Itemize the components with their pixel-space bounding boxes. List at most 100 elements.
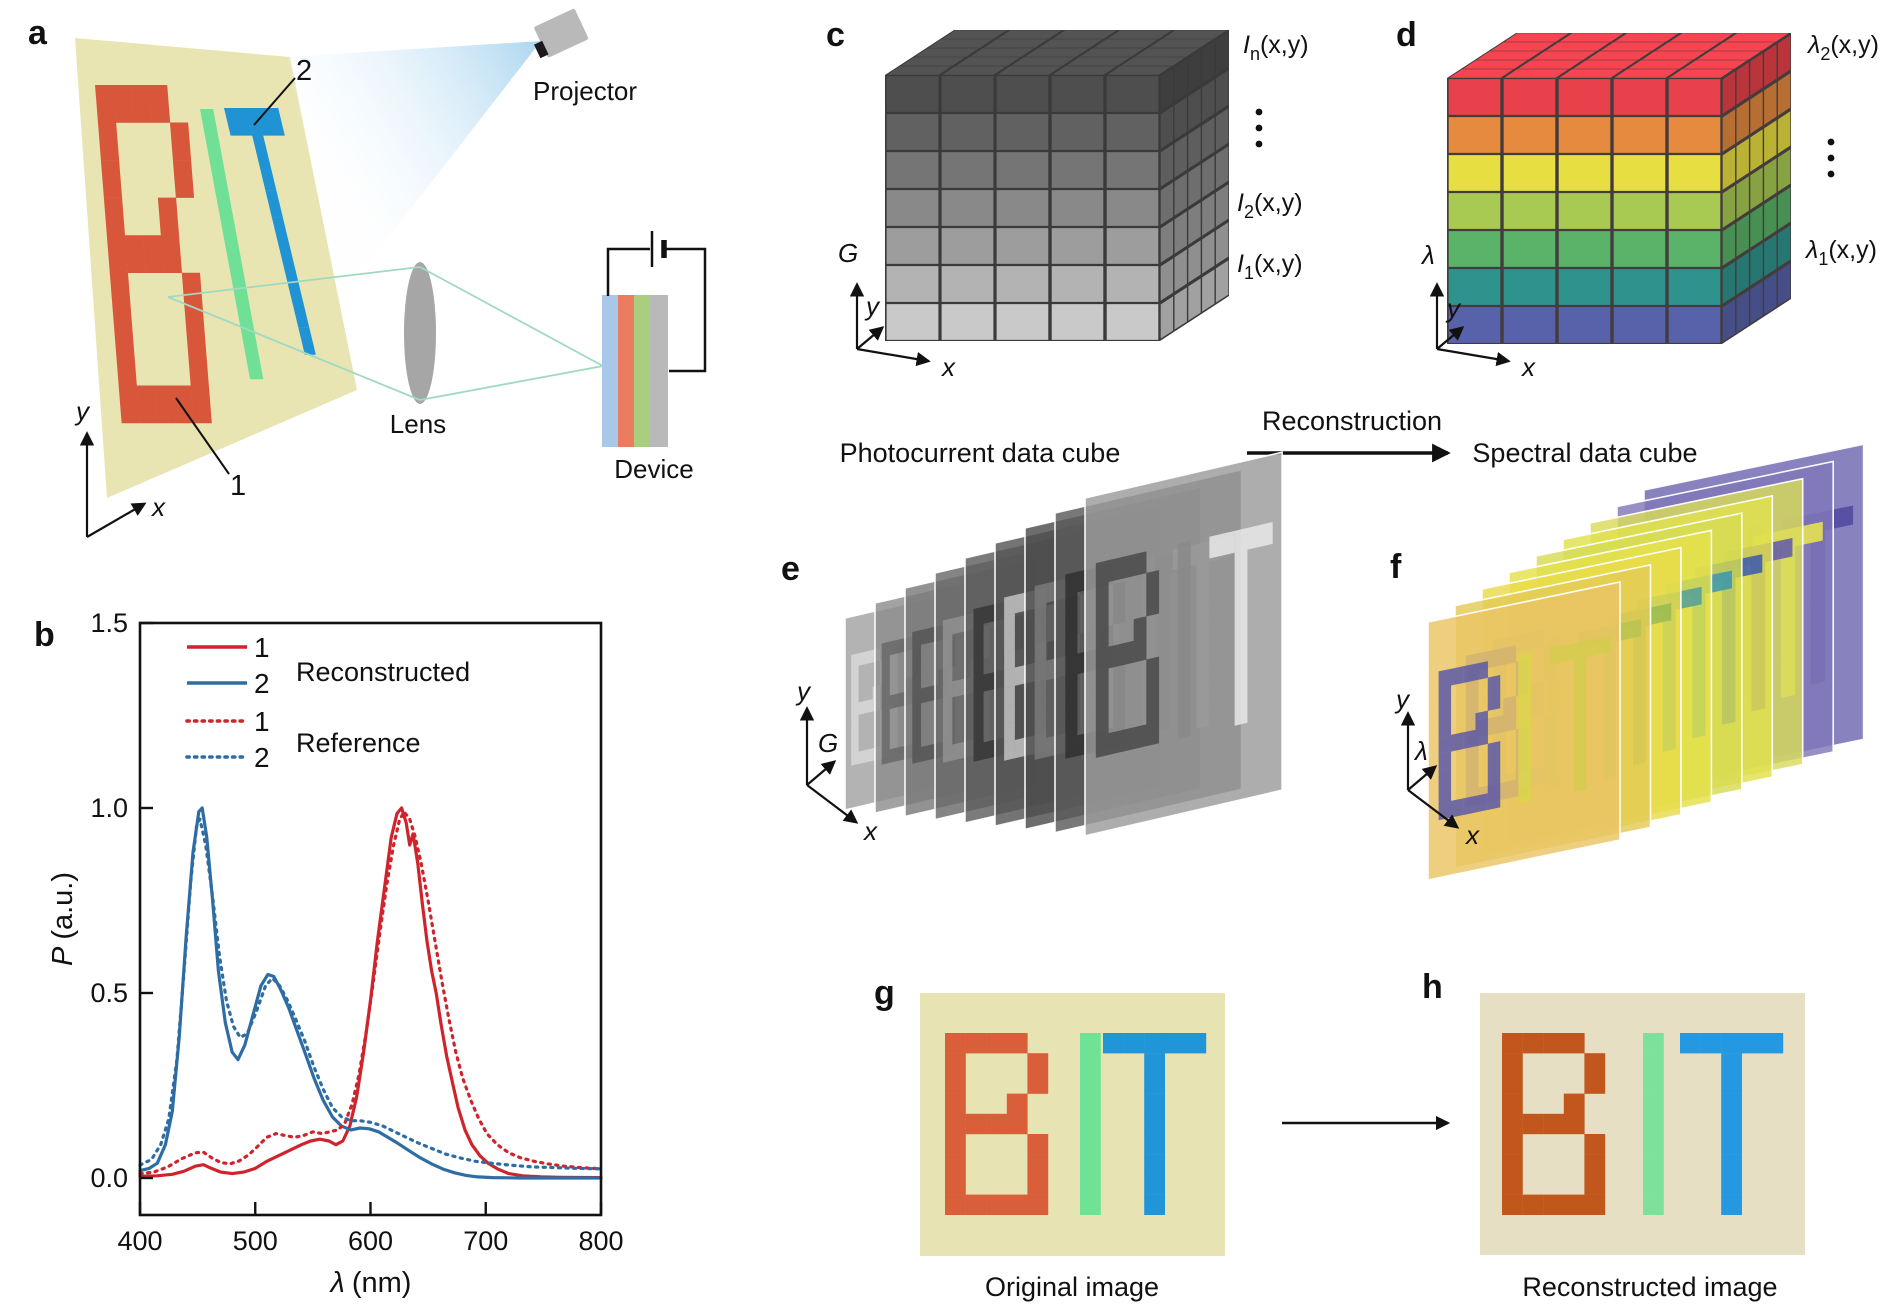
screen-bit-letters [95,85,316,424]
spectral-cube-side-face [1750,91,1763,134]
letter-cell [1065,612,1078,637]
letter-cell [881,668,890,685]
spectral-cube-side-face [1777,263,1791,306]
letter-cell [1643,1093,1664,1114]
letter-cell [1095,581,1109,607]
spectral-cube-front-face [1613,307,1666,343]
e-axis-g-arrow [806,760,837,786]
letter-cell [1584,1053,1606,1074]
photocurrent-cube-top-face [1052,30,1117,39]
d-label-bot-sym: λ [1804,236,1818,264]
letter-cell [920,744,930,762]
letter-cell [1034,602,1047,625]
spectral-cube-top-face [1463,60,1528,69]
letter-cell [149,85,171,123]
spectral-cube-side-face [1750,129,1763,172]
photocurrent-cube-side-face [1215,260,1229,303]
letter-i [1518,652,1531,804]
letter-cell [889,693,898,710]
spectral-cube-front-face [1668,307,1721,343]
letter-cell [1718,570,1732,592]
spectral-cube-top-face [1628,60,1693,69]
letter-cell [945,1174,966,1195]
photocurrent-cube-side-face [1202,79,1215,122]
letter-cell [1688,586,1702,608]
spectral-cube-top-face [1559,33,1624,42]
spectral-cube-side-face [1764,82,1777,125]
spectral-cube-front-face [1668,117,1721,153]
letter-cell [1643,1134,1664,1155]
letter-cell [1177,584,1191,610]
a-axis-y-label: y [74,396,91,426]
letter-cell [851,690,859,705]
letter-cell [103,197,126,236]
letter-cell [1065,571,1078,596]
letter-cell [245,108,264,136]
letter-cell [169,122,192,161]
photocurrent-cube-front-face [941,152,994,188]
letter-cell [1522,1113,1544,1135]
photocurrent-cube-side-face [1160,220,1174,263]
letter-cell [1177,714,1191,739]
letter-cell [1563,1113,1585,1135]
letter-cell [1543,1113,1564,1135]
spectral-cube-side-face [1722,185,1736,228]
spectral-cube-front-face [1503,155,1556,191]
letter-cell [965,1113,987,1135]
letter-cell [1095,689,1109,715]
letter-cell [1108,557,1122,582]
letter-cell [115,347,137,386]
letter-cell [1209,533,1223,559]
projection-screen [75,38,357,498]
photocurrent-cube-front-face [1051,114,1104,150]
letter-cell [142,235,164,274]
letter-cell [1034,679,1047,702]
letter-cell [1463,729,1476,750]
letter-cell [1721,1174,1742,1195]
letter-cell [1234,571,1248,596]
letter-cell [1080,1174,1101,1195]
photocurrent-cube-side-face [1160,182,1174,225]
letter-cell [1450,732,1464,752]
spectral-cube-top-face [1600,42,1665,51]
d-label-top-args: (x,y) [1830,31,1879,59]
y-tick-label: 0.0 [90,1163,128,1193]
letter-b [1095,551,1160,758]
letter-cell [1095,560,1109,585]
letter-cell [1721,1194,1742,1215]
letter-cell [1741,1033,1763,1054]
letter-cell [1177,562,1191,588]
photocurrent-cube-front-face [996,228,1049,264]
letter-cell [1522,1033,1544,1054]
letter-cell [1080,1113,1101,1135]
letter-cell [252,135,270,163]
letter-cell [858,651,866,666]
photocurrent-slices [844,451,1283,837]
letter-cell [942,618,953,637]
f-axis-lambda-arrow [1407,765,1438,791]
letter-t [1103,1033,1207,1215]
spectral-cube [1447,33,1791,344]
spectral-cube-top-face [1669,33,1734,42]
spectral-cube-front-face [1558,269,1611,305]
letter-cell [942,665,953,684]
letter-cell [1034,621,1047,645]
letter-cell [1065,694,1078,718]
panel-e: e y G x [781,451,1283,846]
letter-cell [1518,668,1531,688]
letter-cell [1177,670,1191,696]
letter-cell [912,703,922,720]
letter-cell [124,235,146,274]
letter-i [1643,1033,1664,1215]
panel-g-label: g [874,974,895,1012]
legend-entry-label: 1 [254,706,270,737]
letter-cell [952,616,962,635]
letter-cell [1095,646,1109,672]
letter-cell [858,700,866,715]
letter-cell [1502,1113,1523,1135]
letter-cell [1658,603,1672,624]
photocurrent-cube-front-face [941,228,994,264]
letter-cell [912,688,922,706]
y-axis-title-unit: (a.u.) [47,872,79,940]
